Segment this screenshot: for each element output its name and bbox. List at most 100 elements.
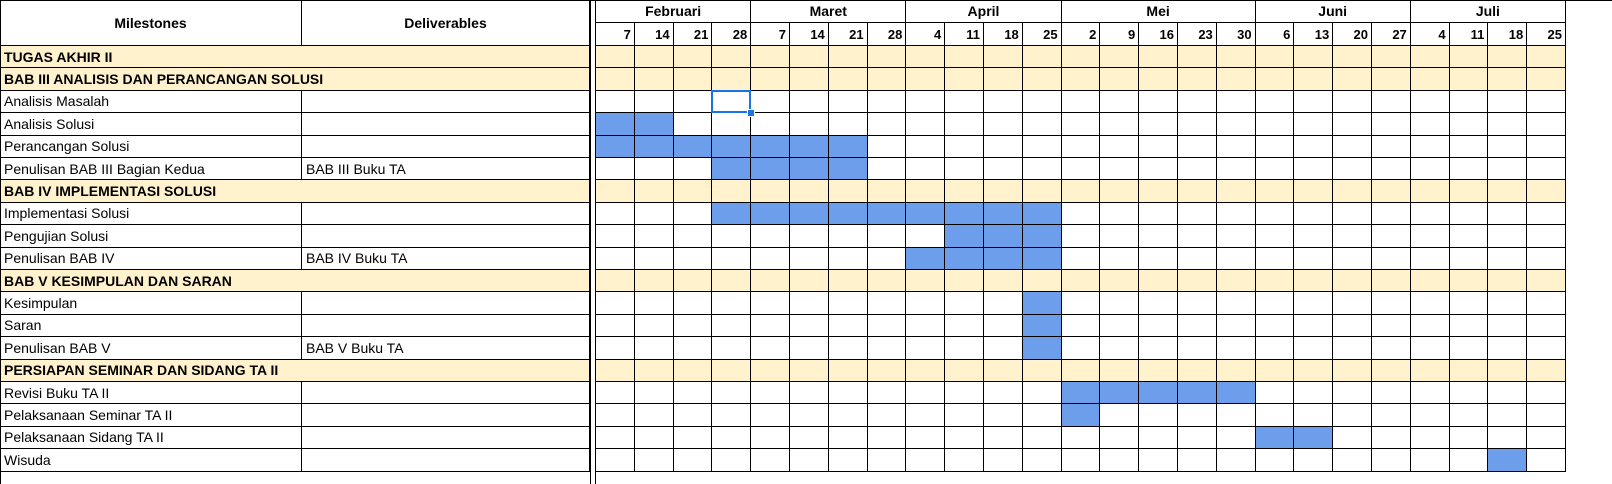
gantt-bar-cell[interactable]: [596, 113, 635, 136]
timeline-cell[interactable]: [1410, 292, 1450, 315]
gantt-bar-cell[interactable]: [1061, 404, 1101, 427]
timeline-cell[interactable]: [790, 90, 829, 114]
timeline-cell[interactable]: [1061, 314, 1101, 338]
timeline-cell[interactable]: [1410, 158, 1450, 181]
timeline-cell[interactable]: [1333, 292, 1372, 315]
timeline-cell[interactable]: [1449, 337, 1489, 360]
timeline-cell[interactable]: [596, 337, 635, 360]
timeline-cell[interactable]: [1139, 225, 1178, 248]
timeline-cell[interactable]: [751, 180, 790, 203]
timeline-cell[interactable]: [1488, 46, 1528, 69]
timeline-cell[interactable]: [1178, 113, 1217, 136]
timeline-cell[interactable]: [751, 225, 790, 248]
week-header[interactable]: 21: [828, 23, 868, 46]
timeline-cell[interactable]: [828, 90, 868, 114]
timeline-cell[interactable]: [1372, 449, 1411, 472]
timeline-cell[interactable]: [1061, 270, 1101, 293]
week-header[interactable]: 7: [596, 23, 635, 46]
timeline-cell[interactable]: [945, 382, 984, 405]
milestone-cell[interactable]: Revisi Buku TA II: [0, 382, 302, 405]
timeline-cell[interactable]: [828, 180, 868, 203]
timeline-cell[interactable]: [945, 270, 984, 293]
timeline-cell[interactable]: [984, 68, 1023, 91]
timeline-cell[interactable]: [1372, 68, 1411, 91]
timeline-cell[interactable]: [1139, 426, 1178, 450]
timeline-cell[interactable]: [596, 90, 635, 114]
timeline-cell[interactable]: [1488, 135, 1528, 158]
section-row-label[interactable]: PERSIAPAN SEMINAR DAN SIDANG TA II: [0, 359, 590, 382]
timeline-cell[interactable]: [1333, 337, 1372, 360]
deliverable-cell[interactable]: BAB V Buku TA: [302, 337, 590, 360]
timeline-cell[interactable]: [712, 180, 752, 203]
timeline-cell[interactable]: [712, 426, 752, 450]
week-header[interactable]: 6: [1255, 23, 1295, 46]
timeline-cell[interactable]: [1139, 46, 1178, 69]
timeline-cell[interactable]: [596, 180, 635, 203]
timeline-cell[interactable]: [867, 359, 907, 382]
timeline-cell[interactable]: [1178, 404, 1217, 427]
timeline-cell[interactable]: [1100, 135, 1140, 158]
timeline-cell[interactable]: [1255, 270, 1295, 293]
timeline-cell[interactable]: [1333, 449, 1372, 472]
timeline-cell[interactable]: [1022, 404, 1062, 427]
timeline-cell[interactable]: [1178, 180, 1217, 203]
timeline-cell[interactable]: [1294, 90, 1334, 114]
timeline-cell[interactable]: [1061, 158, 1101, 181]
timeline-cell[interactable]: [1139, 314, 1178, 338]
timeline-cell[interactable]: [673, 46, 713, 69]
timeline-cell[interactable]: [1061, 135, 1101, 158]
section-row-label[interactable]: BAB V KESIMPULAN DAN SARAN: [0, 270, 590, 293]
timeline-cell[interactable]: [906, 113, 946, 136]
timeline-cell[interactable]: [1294, 404, 1334, 427]
timeline-cell[interactable]: [828, 46, 868, 69]
milestone-cell[interactable]: Analisis Masalah: [0, 90, 302, 114]
timeline-cell[interactable]: [790, 404, 829, 427]
timeline-cell[interactable]: [1410, 225, 1450, 248]
timeline-cell[interactable]: [1100, 68, 1140, 91]
timeline-cell[interactable]: [1333, 180, 1372, 203]
gantt-bar-cell[interactable]: [1294, 426, 1334, 450]
gantt-bar-cell[interactable]: [1022, 202, 1062, 226]
timeline-cell[interactable]: [1216, 426, 1256, 450]
week-header[interactable]: 18: [984, 23, 1023, 46]
week-header[interactable]: 11: [1449, 23, 1489, 46]
timeline-cell[interactable]: [1294, 449, 1334, 472]
week-header[interactable]: 2: [1061, 23, 1101, 46]
timeline-cell[interactable]: [1527, 180, 1566, 203]
timeline-cell[interactable]: [1372, 180, 1411, 203]
timeline-cell[interactable]: [1178, 68, 1217, 91]
timeline-cell[interactable]: [634, 158, 674, 181]
gantt-bar-cell[interactable]: [984, 225, 1023, 248]
timeline-cell[interactable]: [1410, 68, 1450, 91]
timeline-cell[interactable]: [1139, 90, 1178, 114]
timeline-cell[interactable]: [751, 292, 790, 315]
timeline-cell[interactable]: [1216, 314, 1256, 338]
timeline-cell[interactable]: [596, 382, 635, 405]
timeline-cell[interactable]: [751, 382, 790, 405]
gantt-bar-cell[interactable]: [790, 158, 829, 181]
timeline-cell[interactable]: [790, 292, 829, 315]
timeline-cell[interactable]: [1333, 382, 1372, 405]
timeline-cell[interactable]: [1488, 158, 1528, 181]
timeline-cell[interactable]: [1061, 225, 1101, 248]
milestone-cell[interactable]: Kesimpulan: [0, 292, 302, 315]
milestone-cell[interactable]: Penulisan BAB V: [0, 337, 302, 360]
timeline-cell[interactable]: [1527, 113, 1566, 136]
timeline-cell[interactable]: [790, 270, 829, 293]
timeline-cell[interactable]: [945, 449, 984, 472]
timeline-cell[interactable]: [1139, 359, 1178, 382]
timeline-cell[interactable]: [634, 292, 674, 315]
week-header[interactable]: 7: [751, 23, 790, 46]
timeline-cell[interactable]: [1333, 314, 1372, 338]
timeline-cell[interactable]: [1333, 135, 1372, 158]
timeline-cell[interactable]: [1255, 225, 1295, 248]
week-header[interactable]: 30: [1216, 23, 1256, 46]
timeline-cell[interactable]: [1061, 247, 1101, 270]
timeline-cell[interactable]: [1216, 337, 1256, 360]
timeline-cell[interactable]: [906, 135, 946, 158]
timeline-cell[interactable]: [673, 270, 713, 293]
timeline-cell[interactable]: [673, 382, 713, 405]
timeline-cell[interactable]: [634, 90, 674, 114]
timeline-cell[interactable]: [1255, 68, 1295, 91]
timeline-cell[interactable]: [673, 337, 713, 360]
